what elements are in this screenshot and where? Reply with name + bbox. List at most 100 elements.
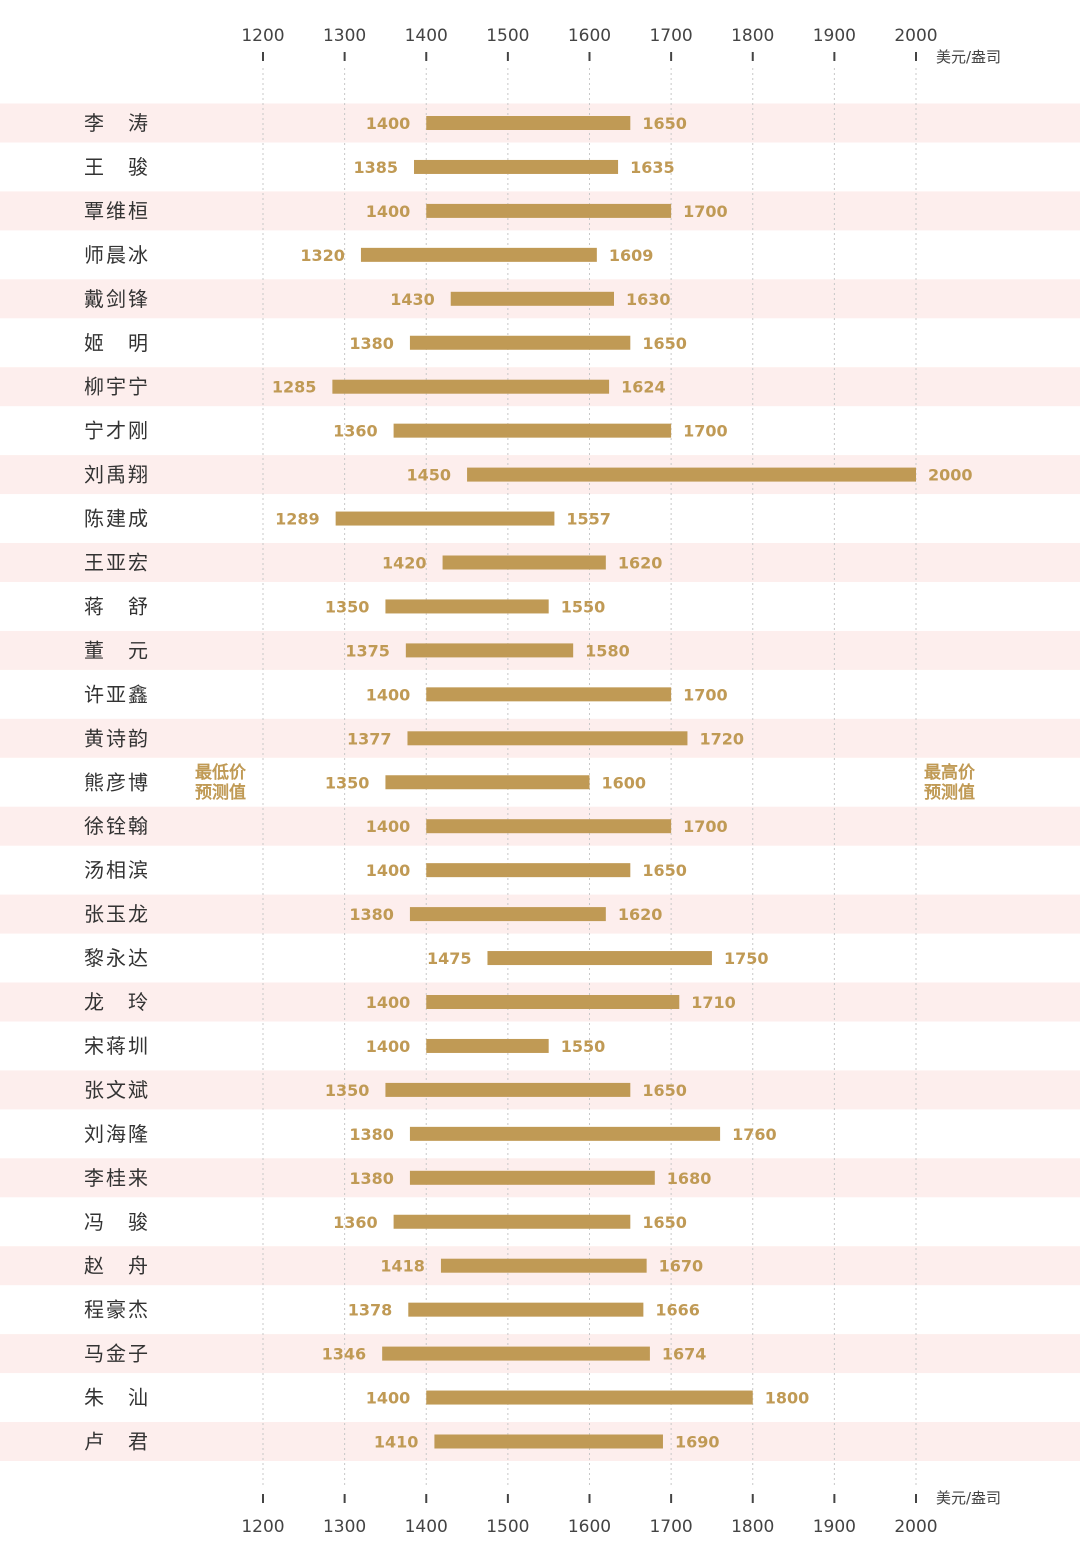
analyst-name: 朱 汕 [84,1386,150,1410]
low-value-label: 1380 [349,1169,394,1188]
low-value-label: 1289 [275,510,320,529]
bottom-unit-label: 美元/盎司 [936,1489,1001,1507]
low-annotation: 最低价 预测值 [195,762,247,803]
range-bar [409,1126,721,1141]
range-bar [450,291,614,306]
high-value-label: 1720 [699,729,744,748]
high-value-label: 1700 [683,685,728,704]
high-value-label: 1650 [642,861,687,880]
analyst-name: 赵 舟 [84,1254,150,1278]
analyst-name: 冯 骏 [84,1210,150,1234]
range-bar [426,995,680,1009]
analyst-name: 李桂来 [84,1166,150,1190]
bottom-axis: 美元/盎司 1200 1300 1400 1500 1600 1700 1800 1900 20… [241,1489,1001,1537]
range-bar [385,599,549,614]
top-tick-label: 1300 [323,26,366,46]
range-bar [360,247,597,262]
high-value-label: 1550 [561,1037,606,1056]
range-bar [407,731,688,746]
low-value-label: 1475 [427,949,472,968]
top-unit-label: 美元/盎司 [936,48,1001,66]
range-bar [434,1434,663,1449]
analyst-name: 刘禹翔 [84,463,150,487]
analyst-name: 王 骏 [84,155,150,179]
high-value-label: 2000 [928,466,973,485]
high-value-label: 1620 [618,905,663,924]
range-bar [332,379,610,394]
range-bar [408,1302,644,1317]
top-tick-label: 1900 [813,26,856,46]
bottom-tick-label: 2000 [894,1517,937,1537]
analyst-name: 覃维桓 [84,199,150,223]
bottom-tick-label: 1900 [813,1517,856,1537]
range-bar [426,863,631,878]
low-value-label: 1378 [348,1301,393,1320]
low-value-label: 1400 [366,202,411,221]
top-axis: 美元/盎司 1200 1300 1400 1500 1600 1700 1800 1900 20… [241,26,1001,66]
analyst-name: 张文斌 [84,1078,150,1102]
high-value-label: 1760 [732,1125,777,1144]
high-value-label: 1700 [683,817,728,836]
low-value-label: 1320 [300,246,345,265]
range-bar [382,1346,650,1361]
value-labels: 1400 1650 1385 1635 1400 1700 1320 1609 1430 1630… [272,114,973,1452]
analyst-name: 柳宇宁 [84,375,150,399]
high-value-label: 1550 [561,597,606,616]
low-value-label: 1400 [366,1037,411,1056]
range-bar [440,1258,647,1273]
high-annotation-line2: 预测值 [924,782,975,803]
top-tick-label: 1400 [405,26,448,46]
analyst-name: 董 元 [84,638,150,662]
high-value-label: 1650 [642,1213,687,1232]
range-bar [385,1082,631,1097]
low-value-label: 1400 [366,685,411,704]
high-value-label: 1690 [675,1433,720,1452]
low-value-label: 1418 [380,1257,425,1276]
low-value-label: 1380 [349,1125,394,1144]
analyst-name: 蒋 舒 [84,594,150,618]
analyst-name: 姬 明 [84,331,150,355]
low-value-label: 1420 [382,554,427,573]
range-bar [426,687,672,702]
low-value-label: 1400 [366,993,411,1012]
range-bar [414,159,619,174]
low-value-label: 1350 [325,597,370,616]
low-value-label: 1400 [366,114,411,133]
high-value-label: 1557 [566,510,611,529]
analyst-name: 宁才刚 [84,419,150,443]
range-bar [442,555,606,570]
range-bar [426,1390,753,1405]
high-annotation-line1: 最高价 [924,762,976,783]
analyst-name: 汤相滨 [84,858,150,882]
range-bar [467,467,916,482]
range-bar [409,335,631,350]
analyst-name: 卢 君 [84,1430,150,1454]
high-value-label: 1624 [621,378,666,397]
top-tick-label: 1700 [649,26,692,46]
low-annotation-line1: 最低价 [195,762,247,783]
high-value-label: 1635 [630,158,675,177]
analyst-name: 师晨冰 [84,243,150,267]
analyst-name: 王亚宏 [84,551,150,575]
top-tick-label: 1800 [731,26,774,46]
analyst-name: 马金子 [84,1342,150,1366]
low-value-label: 1400 [366,817,411,836]
low-value-label: 1450 [407,466,452,485]
analyst-name: 龙 玲 [84,990,150,1014]
top-tick-label: 2000 [894,26,937,46]
range-bar [426,203,672,218]
high-value-label: 1710 [691,993,736,1012]
low-value-label: 1350 [325,1081,370,1100]
low-annotation-line2: 预测值 [195,782,246,803]
low-value-label: 1400 [366,861,411,880]
bottom-tick-label: 1700 [649,1517,692,1537]
low-value-label: 1385 [353,158,398,177]
range-bar [426,819,672,834]
analyst-name: 许亚鑫 [84,682,150,706]
high-value-label: 1750 [724,949,769,968]
low-value-label: 1400 [366,1389,411,1408]
high-value-label: 1600 [602,773,647,792]
analyst-name: 宋蒋圳 [84,1034,150,1058]
